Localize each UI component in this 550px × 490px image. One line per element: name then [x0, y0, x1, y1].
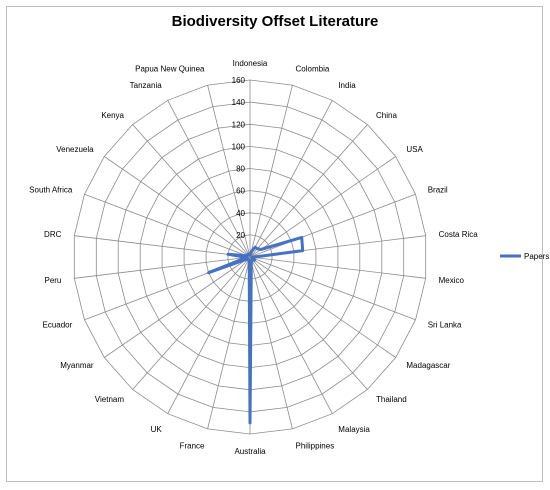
grid-spoke: [249, 100, 333, 258]
category-label: Thailand: [376, 395, 407, 404]
grid-spoke: [249, 156, 396, 258]
legend: Papers: [500, 252, 549, 261]
category-label: Venezuela: [56, 145, 94, 154]
grid-spoke: [249, 256, 293, 429]
category-label: USA: [406, 145, 423, 154]
category-label: South Africa: [29, 186, 73, 195]
series-group: [207, 235, 305, 425]
category-label: Papua New Quinea: [135, 65, 205, 74]
category-label: Ecuador: [43, 320, 73, 329]
grid-spoke: [249, 256, 416, 321]
grid-spoke: [84, 193, 251, 258]
grid-spoke: [104, 156, 251, 258]
grid-spoke: [207, 85, 251, 258]
category-label: Brazil: [428, 186, 448, 195]
radar-grid: [73, 79, 427, 435]
category-label: Peru: [44, 276, 61, 285]
grid-spoke: [249, 193, 416, 258]
r-tick-label: 60: [236, 187, 245, 196]
category-label: India: [338, 81, 356, 90]
grid-spoke: [249, 85, 293, 258]
r-tick-label: 140: [232, 98, 246, 107]
r-tick-label: 160: [232, 76, 246, 85]
category-label: China: [376, 111, 397, 120]
r-tick-label: 40: [236, 209, 245, 218]
category-label: Philippines: [296, 442, 335, 451]
category-label: Tanzania: [130, 81, 163, 90]
category-label: Australia: [234, 447, 266, 456]
r-tick-label: 80: [236, 165, 245, 174]
grid-spoke: [132, 124, 251, 258]
series-line-papers: [207, 235, 305, 425]
r-tick-label: 20: [236, 231, 245, 240]
category-label: Colombia: [296, 65, 330, 74]
r-tick-label: 100: [232, 142, 246, 151]
grid-spoke: [74, 256, 251, 279]
grid-spoke: [249, 124, 368, 258]
grid-spoke: [249, 256, 426, 279]
category-label: Myanmar: [60, 361, 94, 370]
grid-spoke: [249, 256, 333, 414]
grid-spoke: [249, 256, 396, 358]
category-label: Costa Rica: [439, 230, 479, 239]
category-label: DRC: [44, 230, 62, 239]
category-label: Malaysia: [338, 425, 370, 434]
grid-spoke: [132, 256, 251, 390]
chart-title: Biodiversity Offset Literature: [172, 13, 379, 30]
grid-spoke: [249, 256, 368, 390]
grid-spoke: [167, 256, 251, 414]
grid-spoke: [74, 235, 251, 258]
category-label: Kenya: [101, 111, 124, 120]
category-labels: Indonesia Colombia India China USA Brazil Cost…: [29, 59, 478, 456]
category-label: Sri Lanka: [428, 320, 462, 329]
legend-label-papers: Papers: [524, 252, 549, 261]
category-label: Mexico: [439, 276, 465, 285]
category-label: Madagascar: [406, 361, 450, 370]
category-label: UK: [151, 425, 163, 434]
r-tick-label: 120: [232, 120, 246, 129]
grid-spoke: [167, 100, 251, 258]
grid-spoke: [207, 256, 251, 429]
category-label: Vietnam: [95, 395, 125, 404]
grid-spoke: [104, 256, 251, 358]
category-label: France: [180, 442, 205, 451]
category-label: Indonesia: [233, 59, 268, 68]
